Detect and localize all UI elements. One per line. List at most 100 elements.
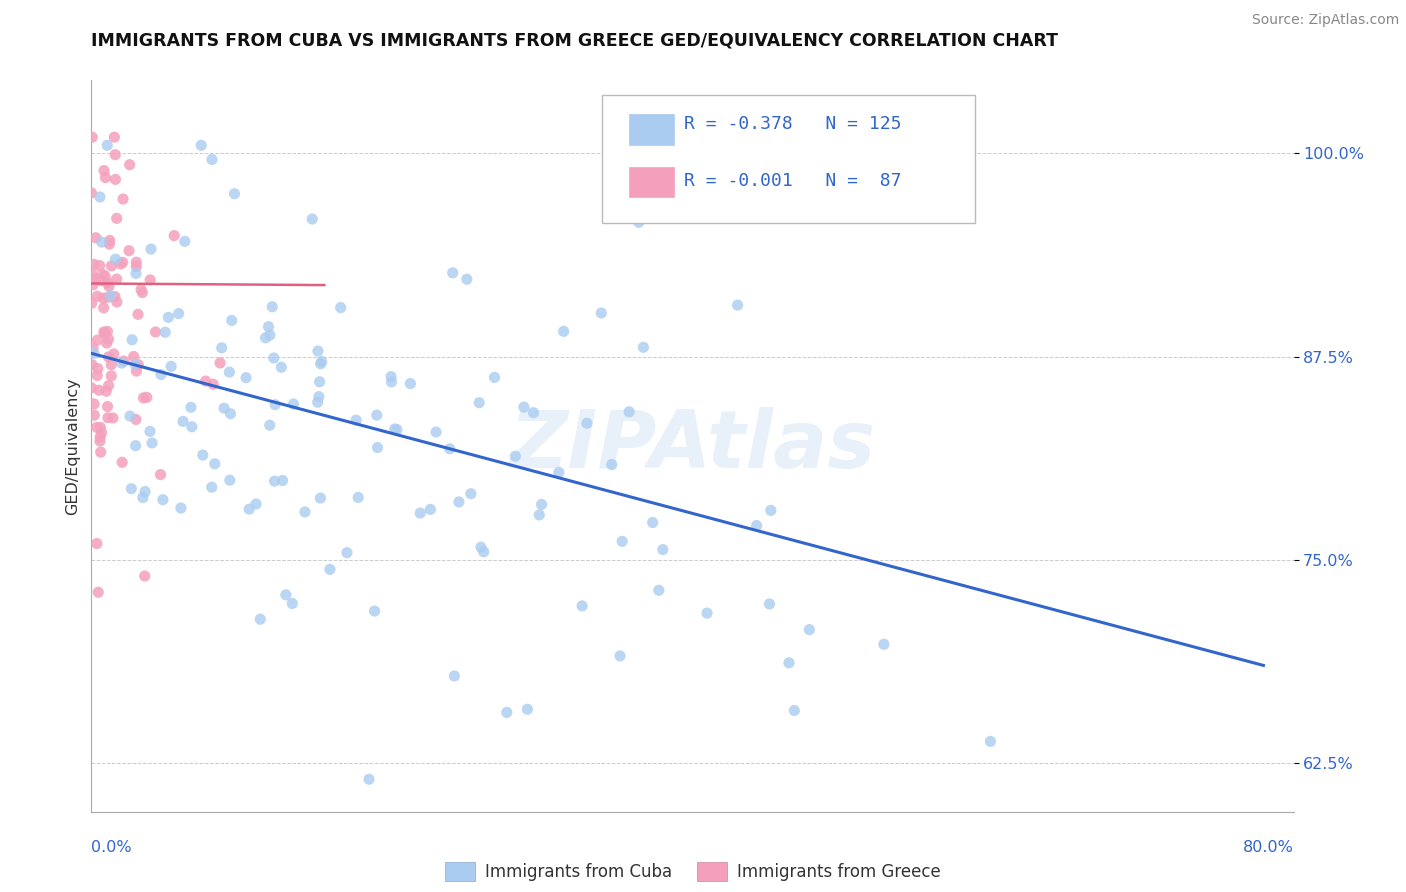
Point xyxy=(110,257,132,271)
Point xyxy=(460,487,482,501)
Point xyxy=(139,425,162,439)
Point xyxy=(612,534,634,549)
Point xyxy=(118,244,141,258)
Point xyxy=(366,441,388,455)
Point xyxy=(180,401,202,415)
Point xyxy=(83,397,105,411)
Point xyxy=(89,430,111,444)
Point xyxy=(83,409,105,423)
Point xyxy=(283,397,305,411)
Point xyxy=(100,289,122,303)
Point xyxy=(456,272,478,286)
Point xyxy=(443,669,465,683)
Point xyxy=(80,186,103,200)
Point xyxy=(641,516,664,530)
Point xyxy=(127,307,149,321)
Point xyxy=(96,384,118,399)
Point xyxy=(209,356,232,370)
Point xyxy=(112,192,135,206)
Point xyxy=(979,734,1001,748)
Point xyxy=(125,412,148,426)
FancyBboxPatch shape xyxy=(628,167,675,197)
Point xyxy=(82,267,104,281)
Point xyxy=(90,274,112,288)
Point xyxy=(221,313,243,327)
Legend: Immigrants from Cuba, Immigrants from Greece: Immigrants from Cuba, Immigrants from Gr… xyxy=(437,855,948,888)
Point xyxy=(125,364,148,378)
Point xyxy=(309,357,332,371)
Point xyxy=(97,410,120,425)
Point xyxy=(122,350,145,364)
Point xyxy=(118,409,141,423)
Point xyxy=(783,703,806,717)
FancyBboxPatch shape xyxy=(602,95,974,223)
Point xyxy=(617,405,640,419)
Point xyxy=(82,341,104,355)
Point xyxy=(191,448,214,462)
Point xyxy=(727,298,749,312)
Point xyxy=(89,190,111,204)
Point xyxy=(90,445,112,459)
Point xyxy=(86,536,108,550)
Point xyxy=(131,285,153,300)
Point xyxy=(505,449,527,463)
Point xyxy=(274,588,297,602)
Point xyxy=(201,153,224,167)
Point xyxy=(155,325,177,339)
Point xyxy=(87,585,110,599)
Point xyxy=(97,332,120,346)
Point xyxy=(180,419,202,434)
Point xyxy=(627,215,650,229)
Point xyxy=(94,170,117,185)
Point xyxy=(194,374,217,388)
Point xyxy=(103,130,125,145)
Point xyxy=(384,422,406,436)
Point xyxy=(516,702,538,716)
Point xyxy=(94,269,117,284)
Point xyxy=(80,381,103,395)
Point xyxy=(571,599,593,613)
Point xyxy=(167,307,190,321)
Point xyxy=(93,326,115,340)
Point xyxy=(441,266,464,280)
Point xyxy=(93,301,115,315)
Point xyxy=(495,706,517,720)
Point xyxy=(513,400,536,414)
Point xyxy=(105,272,128,286)
Point xyxy=(224,186,246,201)
Y-axis label: GED/Equivalency: GED/Equivalency xyxy=(65,377,80,515)
Point xyxy=(553,324,575,338)
Point xyxy=(124,357,146,371)
Point xyxy=(745,518,768,533)
Point xyxy=(281,597,304,611)
Point xyxy=(112,354,135,368)
Point xyxy=(425,425,447,439)
Point xyxy=(104,252,127,266)
Point xyxy=(651,542,673,557)
Point xyxy=(157,310,180,325)
Point xyxy=(172,414,194,428)
Point xyxy=(204,457,226,471)
Point xyxy=(105,211,128,226)
Point xyxy=(263,474,285,488)
Point xyxy=(529,508,551,522)
Point xyxy=(100,358,122,372)
Point xyxy=(118,158,141,172)
Point xyxy=(103,347,125,361)
Point xyxy=(575,416,598,430)
Point xyxy=(211,341,233,355)
Point xyxy=(96,336,118,351)
Point xyxy=(98,237,121,252)
Point xyxy=(96,400,118,414)
Point xyxy=(270,360,292,375)
Point xyxy=(385,423,408,437)
Point xyxy=(190,138,212,153)
Text: Source: ZipAtlas.com: Source: ZipAtlas.com xyxy=(1251,13,1399,28)
Point xyxy=(308,390,330,404)
Point xyxy=(271,474,294,488)
Point xyxy=(89,420,111,434)
Point xyxy=(132,491,155,505)
Point xyxy=(472,545,495,559)
Point xyxy=(104,147,127,161)
Point xyxy=(111,356,134,370)
